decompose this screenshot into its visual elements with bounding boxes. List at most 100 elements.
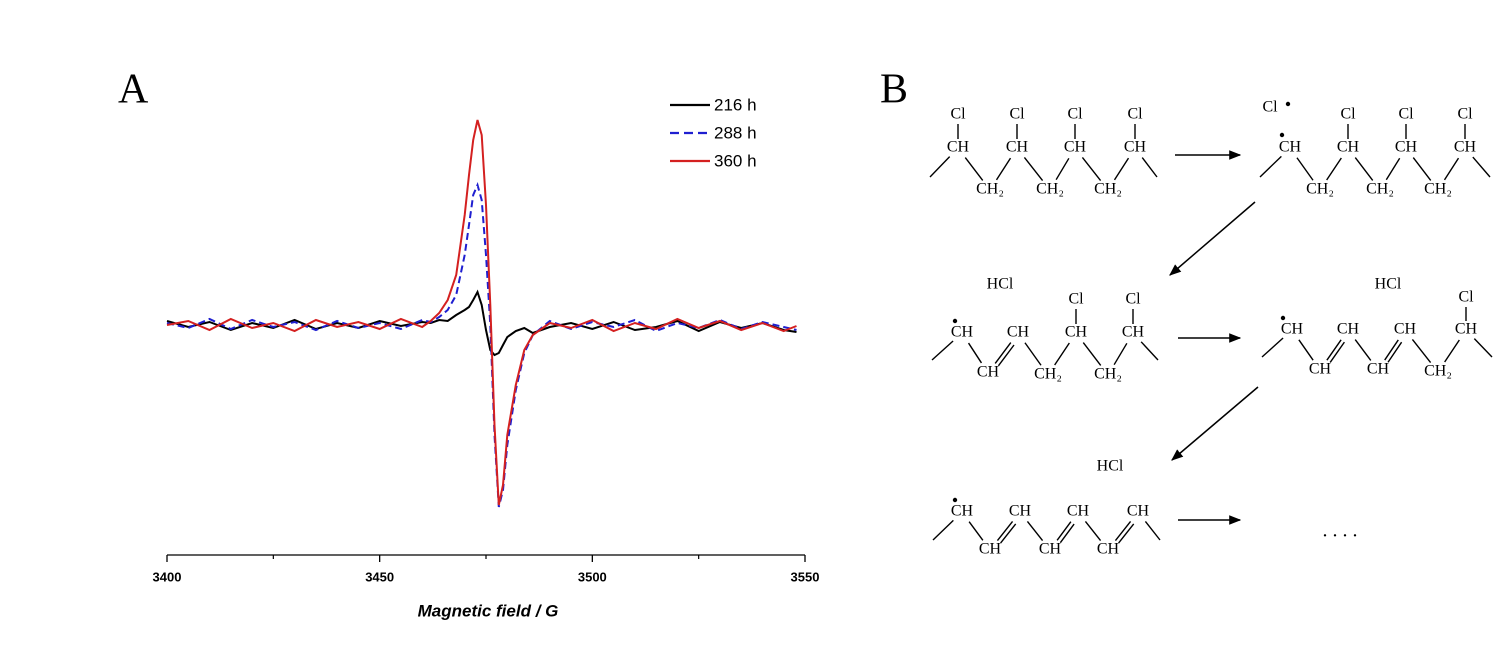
bond <box>1059 523 1075 544</box>
atom-label: Cl <box>1458 289 1474 306</box>
bond <box>1113 342 1128 366</box>
bond <box>1354 157 1374 181</box>
bond <box>994 342 1012 364</box>
atom-label: CH <box>951 503 974 520</box>
atom-label: CH₂ <box>1424 181 1452 198</box>
atom-label: CH <box>1006 139 1029 156</box>
bond <box>1081 157 1102 181</box>
atom-label: CH <box>1395 139 1418 156</box>
arrow <box>1169 201 1256 276</box>
bond <box>1384 339 1399 361</box>
bond <box>1141 157 1158 178</box>
bond <box>1261 337 1284 358</box>
bond <box>1473 338 1493 358</box>
atom-label: CH <box>1064 139 1087 156</box>
arrow <box>1171 386 1259 461</box>
bond <box>1412 157 1432 181</box>
bond <box>1144 521 1161 541</box>
atom-label: CH <box>1281 321 1304 338</box>
atom-label: CH₂ <box>1424 363 1452 380</box>
bond <box>1024 342 1042 366</box>
atom-label: CH₂ <box>1094 366 1122 383</box>
bond <box>1298 339 1314 361</box>
bond <box>1054 342 1070 366</box>
bond <box>1326 157 1342 181</box>
radical-dot <box>1280 315 1286 321</box>
legend-label: 216 h <box>714 95 757 114</box>
atom-label: CH <box>1127 503 1150 520</box>
atom-label: CH <box>1065 324 1088 341</box>
atom-label: CH <box>1122 324 1145 341</box>
bond <box>932 519 954 541</box>
bond <box>1000 523 1017 544</box>
atom-label: HCl <box>1375 276 1402 293</box>
atom-label: CH <box>1337 321 1360 338</box>
atom-label: CH₂ <box>976 181 1004 198</box>
atom-label: CH <box>977 364 1000 381</box>
atom-label: CH <box>951 324 974 341</box>
atom-label: Cl <box>1009 106 1025 123</box>
atom-label: CH <box>947 139 970 156</box>
x-tick-label: 3400 <box>153 569 182 584</box>
bond <box>1259 155 1282 178</box>
atom-label: Cl <box>950 106 966 123</box>
bond <box>1118 523 1135 544</box>
x-tick-label: 3450 <box>365 569 394 584</box>
atom-label: CH₂ <box>1036 181 1064 198</box>
panel-label: A <box>118 67 149 113</box>
atom-label: CH <box>1309 361 1332 378</box>
bond <box>1411 339 1432 363</box>
bond <box>995 157 1012 181</box>
x-axis-title: Magnetic field / G <box>418 601 559 620</box>
atom-label: CH₂ <box>1094 181 1122 198</box>
atom-label: Cl <box>1127 106 1143 123</box>
atom-label: CH₂ <box>1306 181 1334 198</box>
radical-dot <box>952 318 958 324</box>
atom-label: HCl <box>1097 458 1124 475</box>
atom-label: CH₂ <box>1034 366 1062 383</box>
atom-label: CH <box>1455 321 1478 338</box>
bond <box>1114 520 1132 542</box>
radical-dot <box>1285 101 1291 107</box>
bond <box>931 340 954 361</box>
atom-label: Cl <box>1068 291 1084 308</box>
bond <box>1444 339 1460 363</box>
bond <box>1056 521 1072 541</box>
atom-label: CH <box>1007 324 1030 341</box>
continuation: . . . . <box>1323 520 1358 542</box>
bond <box>1140 341 1159 361</box>
bond <box>1443 157 1460 181</box>
bond <box>1296 157 1314 181</box>
atom-label: Cl <box>1067 106 1083 123</box>
atom-label: Cl <box>1262 99 1278 116</box>
bond <box>1055 157 1070 181</box>
legend-label: 360 h <box>714 151 757 170</box>
atom-label: CH <box>1394 321 1417 338</box>
radical-dot <box>1279 132 1285 138</box>
bond <box>1113 157 1130 181</box>
bond <box>964 157 984 181</box>
atom-label: CH <box>979 541 1002 558</box>
bond <box>1329 341 1345 363</box>
atom-label: CH <box>1337 139 1360 156</box>
bond <box>1472 156 1491 178</box>
bond <box>968 521 984 541</box>
atom-label: CH <box>1097 541 1120 558</box>
bond <box>1326 339 1342 361</box>
bond <box>997 344 1015 367</box>
bond <box>1385 157 1401 181</box>
data-line <box>166 182 797 508</box>
atom-label: CH <box>1039 541 1062 558</box>
bond <box>1082 342 1102 366</box>
bond <box>1026 520 1044 542</box>
atom-label: HCl <box>987 276 1014 293</box>
atom-label: Cl <box>1398 106 1414 123</box>
data-line <box>166 119 797 506</box>
bond <box>1084 520 1102 542</box>
bond <box>996 520 1014 542</box>
atom-label: Cl <box>1125 291 1141 308</box>
atom-label: Cl <box>1457 106 1473 123</box>
atom-label: Cl <box>1340 106 1356 123</box>
bond <box>967 342 983 364</box>
